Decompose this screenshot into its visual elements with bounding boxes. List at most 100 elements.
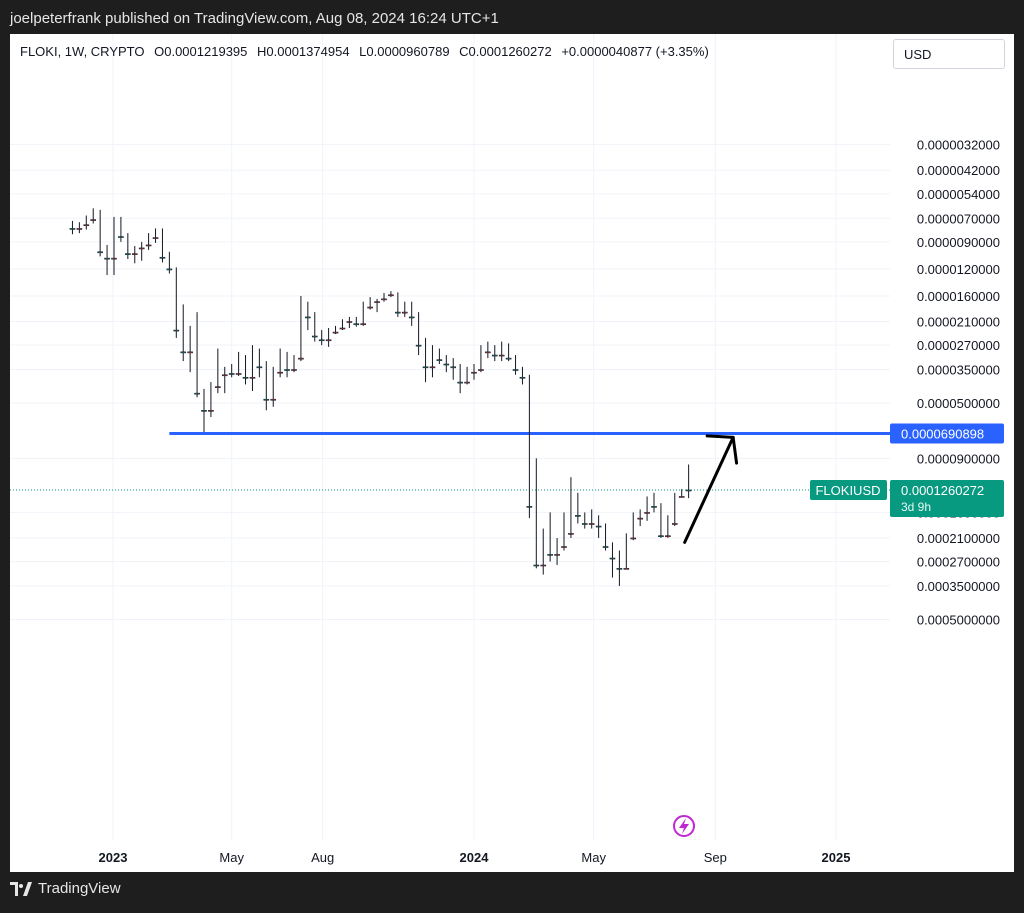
candle-body [512, 369, 519, 371]
candle-body [401, 311, 408, 314]
candle [235, 351, 242, 377]
candle [166, 251, 173, 274]
candle-body [235, 373, 242, 375]
y-tick-label: 0.0000032000 [917, 138, 1000, 153]
candle-body [374, 301, 380, 303]
candle [208, 382, 214, 418]
tradingview-logo-icon [10, 881, 32, 896]
candle-body [325, 339, 332, 342]
candle [637, 509, 643, 527]
candle [277, 348, 283, 378]
currency-button[interactable]: USD [893, 39, 1005, 69]
candle [131, 245, 138, 264]
y-tick-label: 0.0000054000 [917, 187, 1000, 202]
candle-body [568, 533, 574, 535]
candle [554, 537, 560, 566]
candle [201, 388, 207, 432]
y-tick-label: 0.0002700000 [917, 555, 1000, 570]
candle [505, 343, 512, 362]
candle-body [671, 523, 678, 525]
candle [443, 355, 450, 373]
candle [429, 345, 436, 378]
candle [215, 348, 221, 394]
candle [346, 316, 353, 329]
candle-body [395, 311, 401, 314]
footer-brand: TradingView [38, 880, 121, 897]
candle-body [311, 335, 318, 338]
candle [270, 366, 277, 407]
candle [588, 509, 595, 529]
x-tick-label: 2024 [460, 850, 490, 865]
candle [180, 304, 187, 362]
candle [263, 361, 270, 411]
extras [673, 815, 695, 837]
candle-body [339, 327, 346, 330]
candle-body [305, 316, 311, 319]
y-tick-label: 0.0000900000 [917, 451, 1000, 466]
y-tick-label: 0.0005000000 [917, 613, 1000, 628]
candle [194, 312, 200, 398]
symbol-legend: FLOKI, 1W, CRYPTO O0.0001219395 H0.00013… [20, 44, 715, 59]
candle-body [90, 219, 97, 221]
candle-body [422, 366, 429, 369]
candle-body [658, 535, 664, 538]
candle [173, 267, 180, 338]
candle [547, 512, 553, 562]
candle [388, 291, 394, 298]
candle [111, 216, 117, 275]
candle-body [485, 351, 491, 354]
candle [97, 209, 103, 257]
candle-body [125, 253, 131, 255]
candle [83, 215, 90, 230]
y-tick-label: 0.0000070000 [917, 211, 1000, 226]
candle [644, 496, 650, 521]
candle-body [478, 369, 484, 371]
y-tick-label: 0.0000270000 [917, 338, 1000, 353]
candle [519, 366, 526, 385]
candle-body [637, 517, 643, 520]
candle [90, 208, 97, 224]
chart-panel[interactable]: 0.0005000000 0.0003500000 0.0002700000 0.00… [10, 34, 1014, 872]
candlestick-chart[interactable]: 0.0005000000 0.0003500000 0.0002700000 0.00… [10, 34, 1014, 872]
y-tick-label: 0.0003500000 [917, 579, 1000, 594]
arrow-head [705, 434, 735, 439]
x-tick-label: May [219, 850, 244, 865]
candle-body [533, 564, 540, 567]
candle [685, 464, 692, 499]
candle [671, 492, 678, 527]
candle-body [491, 354, 498, 357]
candle-body [588, 523, 595, 525]
candle-body [602, 546, 609, 548]
candle-body [83, 224, 90, 227]
candle-body [415, 344, 422, 347]
candle-body [228, 373, 235, 375]
candle [609, 542, 616, 578]
candle [325, 328, 332, 347]
support-price-label [890, 423, 1004, 444]
y-tick-label: 0.0000160000 [917, 289, 1000, 304]
legend-symbol: FLOKI, 1W, CRYPTO [20, 44, 145, 59]
candle-body [159, 256, 166, 259]
candle [498, 341, 505, 362]
candle-body [270, 398, 277, 401]
candle-body [630, 537, 637, 540]
candle-body [609, 557, 616, 560]
legend-open: O0.0001219395 [154, 44, 248, 59]
candle [228, 364, 235, 378]
candle-body [187, 351, 193, 354]
candle-body [284, 369, 290, 371]
lightning-icon[interactable] [673, 815, 695, 837]
candle-body [318, 339, 325, 342]
y-tick-label: 0.0000210000 [917, 315, 1000, 330]
symbol-price-tag-text: FLOKIUSD [815, 483, 880, 498]
tradingview-footer[interactable]: TradingView [10, 880, 121, 897]
candle [118, 216, 124, 242]
candle-body [353, 323, 360, 326]
y-tick-label: 0.0000120000 [917, 262, 1000, 277]
candle-body [291, 369, 297, 371]
candle [630, 512, 637, 541]
candle [125, 233, 131, 260]
lightning-icon-bolt [679, 818, 689, 834]
candle [401, 301, 408, 317]
candle-body [69, 228, 76, 230]
